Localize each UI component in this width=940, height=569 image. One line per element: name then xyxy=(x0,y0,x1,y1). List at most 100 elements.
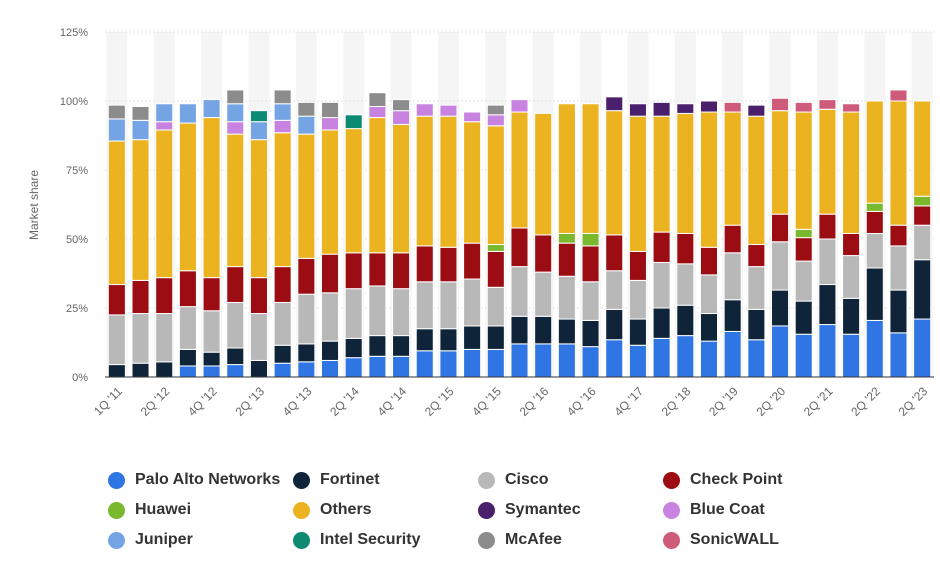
bar-segment-cisco[interactable] xyxy=(534,271,553,317)
bar-segment-fortinet[interactable] xyxy=(155,361,174,378)
bar-segment-check-point[interactable] xyxy=(249,277,268,315)
bar-segment-cisco[interactable] xyxy=(557,275,576,320)
bar-segment-blue-coat[interactable] xyxy=(155,121,174,131)
bar-segment-palo-alto-networks[interactable] xyxy=(297,361,316,378)
bar-segment-palo-alto-networks[interactable] xyxy=(628,344,647,378)
bar-segment-fortinet[interactable] xyxy=(747,308,766,341)
bar-segment-fortinet[interactable] xyxy=(107,364,126,378)
bar-segment-cisco[interactable] xyxy=(676,263,695,306)
bar-segment-palo-alto-networks[interactable] xyxy=(463,348,482,378)
bar-segment-palo-alto-networks[interactable] xyxy=(889,332,908,378)
bar-segment-symantec[interactable] xyxy=(652,101,671,117)
bar-segment-check-point[interactable] xyxy=(628,250,647,281)
bar-segment-cisco[interactable] xyxy=(131,313,150,364)
bar-segment-check-point[interactable] xyxy=(842,232,861,257)
bar-segment-symantec[interactable] xyxy=(747,104,766,117)
bar-segment-cisco[interactable] xyxy=(107,314,126,366)
bar-segment-check-point[interactable] xyxy=(723,224,742,254)
legend-item-huawei[interactable]: Huawei xyxy=(108,500,293,520)
bar-segment-blue-coat[interactable] xyxy=(463,111,482,123)
bar-segment-others[interactable] xyxy=(818,108,837,215)
bar-segment-juniper[interactable] xyxy=(273,103,292,121)
bar-segment-juniper[interactable] xyxy=(249,121,268,141)
bar-segment-others[interactable] xyxy=(415,115,434,247)
bar-segment-fortinet[interactable] xyxy=(178,348,197,367)
bar-segment-fortinet[interactable] xyxy=(297,343,316,363)
bar-segment-fortinet[interactable] xyxy=(723,299,742,332)
bar-segment-others[interactable] xyxy=(439,115,458,248)
bar-segment-cisco[interactable] xyxy=(865,232,884,269)
bar-segment-fortinet[interactable] xyxy=(320,340,340,361)
bar-segment-check-point[interactable] xyxy=(344,252,363,290)
bar-segment-palo-alto-networks[interactable] xyxy=(842,333,861,378)
bar-segment-mcafee[interactable] xyxy=(297,101,316,117)
bar-segment-juniper[interactable] xyxy=(131,119,150,141)
bar-segment-cisco[interactable] xyxy=(249,313,268,361)
bar-segment-check-point[interactable] xyxy=(368,252,387,287)
bar-segment-cisco[interactable] xyxy=(202,310,221,353)
bar-segment-fortinet[interactable] xyxy=(534,315,553,345)
bar-segment-cisco[interactable] xyxy=(463,278,482,327)
bar-segment-palo-alto-networks[interactable] xyxy=(344,357,363,378)
bar-segment-blue-coat[interactable] xyxy=(273,119,292,134)
bar-segment-cisco[interactable] xyxy=(581,281,600,321)
bar-segment-symantec[interactable] xyxy=(699,100,719,113)
bar-segment-huawei[interactable] xyxy=(794,228,813,239)
bar-segment-fortinet[interactable] xyxy=(581,319,600,348)
bar-segment-check-point[interactable] xyxy=(226,266,245,303)
legend-item-cisco[interactable]: Cisco xyxy=(478,470,663,490)
bar-segment-others[interactable] xyxy=(202,117,221,279)
bar-segment-cisco[interactable] xyxy=(439,281,458,330)
bar-segment-check-point[interactable] xyxy=(486,250,505,288)
bar-segment-check-point[interactable] xyxy=(557,242,576,277)
bar-segment-others[interactable] xyxy=(368,117,387,254)
bar-segment-palo-alto-networks[interactable] xyxy=(865,319,884,378)
bar-segment-check-point[interactable] xyxy=(794,237,813,262)
bar-segment-palo-alto-networks[interactable] xyxy=(368,355,387,378)
bar-segment-cisco[interactable] xyxy=(486,286,505,327)
bar-segment-check-point[interactable] xyxy=(131,279,150,315)
bar-segment-check-point[interactable] xyxy=(913,205,932,226)
bar-segment-others[interactable] xyxy=(676,112,695,234)
bar-segment-cisco[interactable] xyxy=(320,292,340,342)
bar-segment-others[interactable] xyxy=(865,100,884,204)
bar-segment-others[interactable] xyxy=(155,129,174,279)
bar-segment-juniper[interactable] xyxy=(226,103,245,123)
bar-segment-blue-coat[interactable] xyxy=(392,110,411,125)
bar-segment-cisco[interactable] xyxy=(510,266,529,317)
bar-segment-fortinet[interactable] xyxy=(913,259,932,320)
bar-segment-huawei[interactable] xyxy=(913,195,932,207)
bar-segment-others[interactable] xyxy=(747,115,766,246)
bar-segment-palo-alto-networks[interactable] xyxy=(913,318,932,378)
bar-segment-huawei[interactable] xyxy=(581,232,600,247)
bar-segment-cisco[interactable] xyxy=(392,288,411,337)
legend-item-sonicwall[interactable]: SonicWALL xyxy=(663,530,863,550)
bar-segment-check-point[interactable] xyxy=(534,234,553,273)
bar-segment-others[interactable] xyxy=(581,103,600,234)
bar-segment-palo-alto-networks[interactable] xyxy=(226,364,245,378)
bar-segment-cisco[interactable] xyxy=(794,260,813,302)
bar-segment-mcafee[interactable] xyxy=(486,104,505,116)
bar-segment-fortinet[interactable] xyxy=(273,344,292,364)
bar-segment-fortinet[interactable] xyxy=(486,325,505,350)
bar-segment-palo-alto-networks[interactable] xyxy=(723,330,742,378)
bar-segment-huawei[interactable] xyxy=(486,244,505,252)
legend-item-fortinet[interactable]: Fortinet xyxy=(293,470,478,490)
legend-item-mcafee[interactable]: McAfee xyxy=(478,530,663,550)
bar-segment-check-point[interactable] xyxy=(320,253,340,294)
bar-segment-mcafee[interactable] xyxy=(368,92,387,108)
bar-segment-others[interactable] xyxy=(226,133,245,268)
bar-segment-juniper[interactable] xyxy=(107,118,126,142)
bar-segment-fortinet[interactable] xyxy=(368,335,387,357)
bar-segment-cisco[interactable] xyxy=(747,266,766,310)
bar-segment-palo-alto-networks[interactable] xyxy=(747,339,766,378)
bar-segment-others[interactable] xyxy=(486,125,505,246)
bar-segment-fortinet[interactable] xyxy=(794,300,813,335)
bar-segment-cisco[interactable] xyxy=(226,301,245,349)
bar-segment-check-point[interactable] xyxy=(273,266,292,303)
bar-segment-huawei[interactable] xyxy=(557,232,576,244)
bar-segment-others[interactable] xyxy=(723,111,742,226)
bar-segment-palo-alto-networks[interactable] xyxy=(273,362,292,378)
bar-segment-palo-alto-networks[interactable] xyxy=(202,365,221,378)
bar-segment-check-point[interactable] xyxy=(889,224,908,247)
